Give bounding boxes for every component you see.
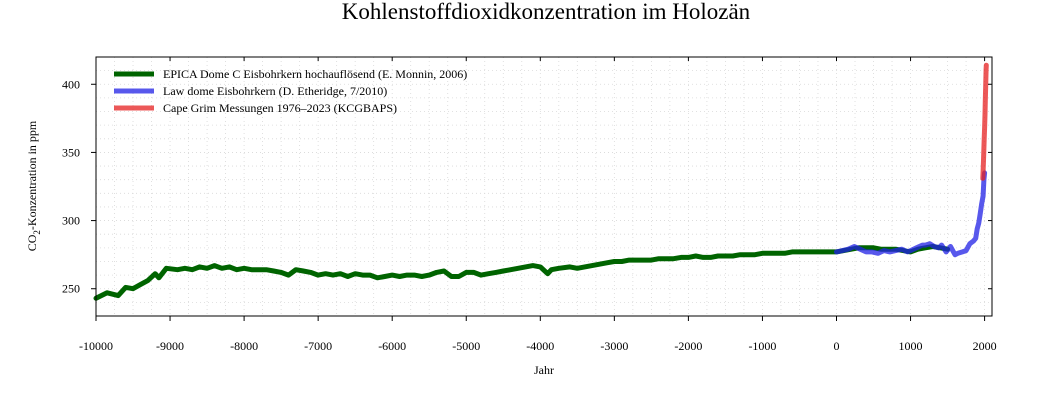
legend: EPICA Dome C Eisbohrkern hochauflösend (… <box>114 67 467 115</box>
x-tick-label: -4000 <box>526 339 554 353</box>
y-axis-label-main: CO <box>25 234 39 251</box>
series-layer <box>93 62 989 301</box>
x-axis-label: Jahr <box>534 363 554 377</box>
legend-label-law-dome: Law dome Eisbohrkern (D. Etheridge, 7/20… <box>163 84 387 98</box>
y-axis-label: CO2-Konzentration in ppm <box>25 120 42 251</box>
x-tick-label: -3000 <box>600 339 628 353</box>
y-tick-label: 300 <box>62 214 80 228</box>
y-axis: 250 300 350 400 <box>62 77 992 296</box>
x-tick-label: -7000 <box>304 339 332 353</box>
x-axis: -10000 -9000 -8000 -7000 -6000 -5000 -4000 -300… <box>79 57 997 353</box>
y-tick-label: 250 <box>62 282 80 296</box>
x-tick-label: 2000 <box>973 339 997 353</box>
y-tick-label: 400 <box>62 77 80 91</box>
x-tick-label: -1000 <box>748 339 776 353</box>
x-tick-label: -9000 <box>156 339 184 353</box>
y-tick-label: 350 <box>62 145 80 159</box>
x-tick-label: 0 <box>833 339 839 353</box>
plot-frame <box>95 56 993 317</box>
y-axis-label-rest: -Konzentration in ppm <box>25 120 39 230</box>
x-tick-label: -6000 <box>378 339 406 353</box>
x-tick-label: -2000 <box>674 339 702 353</box>
series-cape-grim-line <box>980 62 989 181</box>
legend-label-epica: EPICA Dome C Eisbohrkern hochauflösend (… <box>163 67 467 81</box>
x-tick-label: -5000 <box>452 339 480 353</box>
series-epica-line <box>93 244 951 301</box>
x-tick-label: -10000 <box>79 339 113 353</box>
chart-title: Kohlenstoffdioxidkonzentration im Holozä… <box>342 0 751 24</box>
y-axis-label-sub: 2 <box>32 230 42 235</box>
legend-label-cape-grim: Cape Grim Messungen 1976–2023 (KCGBAPS) <box>163 101 397 115</box>
x-tick-label: -8000 <box>230 339 258 353</box>
series-law-dome-line <box>834 170 988 258</box>
x-tick-label: 1000 <box>899 339 923 353</box>
